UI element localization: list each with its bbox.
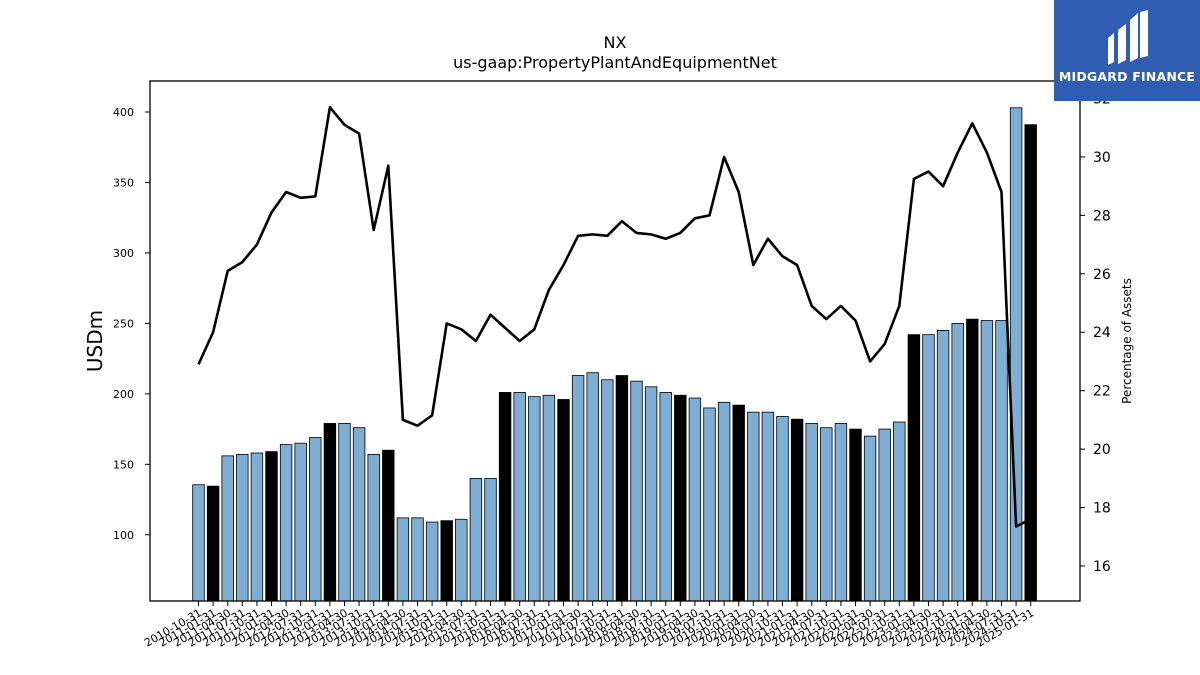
bar: [907, 334, 921, 602]
bar: [352, 427, 366, 602]
bar: [951, 322, 964, 602]
bar: [980, 320, 994, 602]
y-tick-label: 400: [113, 106, 134, 119]
y-axis-right: 161820222426283032: [1080, 92, 1111, 575]
bar: [1024, 124, 1037, 602]
y2-tick-label: 28: [1093, 208, 1111, 224]
y-tick-label: 350: [113, 176, 134, 189]
bar: [557, 399, 570, 602]
bar: [630, 380, 643, 602]
bar: [484, 477, 497, 602]
y2-tick-label: 18: [1093, 501, 1111, 517]
bar: [294, 442, 307, 602]
bar: [893, 421, 906, 602]
y2-tick-label: 20: [1093, 442, 1111, 458]
bar: [717, 401, 731, 602]
bar: [571, 375, 585, 602]
chart-subtitle: us-gaap:PropertyPlantAndEquipmentNet: [453, 53, 777, 72]
bar: [732, 404, 745, 602]
bar: [382, 449, 395, 602]
bar: [761, 411, 775, 602]
y2-tick-label: 22: [1093, 384, 1111, 400]
line-series: [197, 105, 1032, 528]
bar: [323, 423, 337, 602]
bar: [776, 415, 789, 602]
bar: [367, 454, 380, 602]
bar: [250, 452, 264, 602]
bar: [820, 427, 833, 602]
y-tick-label: 100: [113, 529, 134, 542]
bar: [528, 396, 541, 602]
y2-tick-label: 30: [1093, 150, 1111, 166]
bar: [805, 423, 818, 602]
bar: [440, 520, 453, 602]
logo-mark-icon: [1108, 10, 1148, 65]
y2-tick-label: 24: [1093, 325, 1111, 341]
logo-text: MIDGARD FINANCE: [1058, 69, 1196, 84]
bar: [834, 423, 848, 602]
bar: [863, 435, 877, 602]
bar: [221, 455, 234, 602]
plot-frame: [149, 80, 1081, 602]
percentage-line: [197, 105, 1032, 528]
bar: [688, 397, 702, 602]
bar: [601, 379, 614, 602]
bar: [396, 517, 410, 602]
bar: [265, 451, 278, 602]
bar: [703, 407, 716, 602]
brand-logo: MIDGARD FINANCE: [1054, 0, 1200, 101]
bar: [236, 454, 249, 602]
bar: [425, 521, 439, 602]
bar-series: [192, 107, 1037, 602]
bar: [338, 423, 351, 602]
bar: [279, 444, 293, 602]
bar: [309, 437, 322, 602]
bar: [644, 386, 658, 602]
y2-axis-label: Percentage of Assets: [1120, 278, 1134, 404]
bar: [747, 411, 760, 602]
bar: [615, 375, 629, 602]
y2-tick-label: 26: [1093, 267, 1111, 283]
bar: [542, 394, 556, 602]
y-tick-label: 150: [113, 458, 134, 471]
bar: [878, 428, 891, 602]
bar: [498, 392, 512, 602]
y2-tick-label: 16: [1093, 559, 1111, 575]
x-axis: 2010-10-312011-01-312011-04-302011-07-31…: [142, 601, 1036, 650]
bar: [455, 518, 468, 602]
bar: [586, 372, 599, 602]
y-axis-left: 100 150 200 250 300 350 400: [113, 106, 150, 542]
bar: [936, 330, 950, 602]
bar: [966, 318, 979, 602]
bar: [659, 392, 672, 602]
bar: [206, 485, 220, 602]
bar: [411, 517, 424, 602]
y-tick-label: 250: [113, 317, 134, 330]
bar: [674, 394, 687, 602]
bar: [922, 334, 935, 602]
y-axis-label: USDm: [83, 310, 107, 372]
bar: [790, 418, 804, 602]
bar: [469, 477, 483, 602]
y-tick-label: 200: [113, 388, 134, 401]
chart-title: NX: [604, 33, 627, 52]
y-tick-label: 300: [113, 247, 134, 260]
bar: [995, 320, 1008, 602]
bar: [849, 428, 862, 602]
bar: [192, 484, 205, 602]
bar: [513, 392, 526, 602]
